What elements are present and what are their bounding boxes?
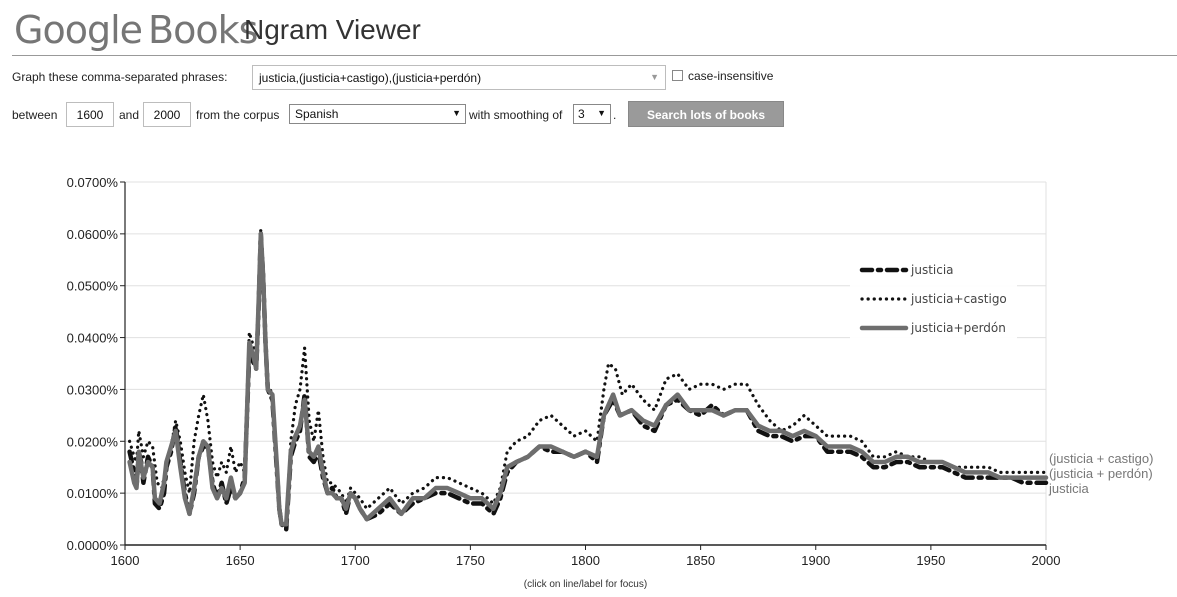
x-tick-label: 1800 bbox=[571, 553, 600, 568]
smoothing-select[interactable]: 3 ▼ bbox=[573, 104, 611, 124]
smoothing-label: with smoothing of bbox=[469, 108, 563, 122]
logo-google-text: Google bbox=[14, 8, 143, 52]
x-tick-label: 1700 bbox=[341, 553, 370, 568]
phrases-input[interactable]: justicia,(justicia+castigo),(justicia+pe… bbox=[252, 65, 666, 90]
search-button[interactable]: Search lots of books bbox=[628, 101, 784, 127]
google-books-logo[interactable]: Google Books bbox=[14, 8, 258, 52]
case-insensitive-checkbox[interactable] bbox=[672, 70, 683, 81]
between-label: between bbox=[12, 108, 58, 122]
corpus-select[interactable]: Spanish ▼ bbox=[289, 104, 466, 124]
series-end-label[interactable]: (justicia + castigo) bbox=[1049, 451, 1153, 466]
corpus-select-value: Spanish bbox=[295, 107, 339, 121]
header: Google Books Ngram Viewer bbox=[0, 0, 1177, 58]
corpus-label: from the corpus bbox=[196, 108, 280, 122]
legend-label[interactable]: justicia+perdón bbox=[910, 321, 1006, 335]
year-start-input[interactable]: 1600 bbox=[66, 102, 114, 127]
series-line-justicia-perd-n[interactable] bbox=[127, 231, 1049, 527]
smoothing-select-value: 3 bbox=[578, 107, 585, 121]
dropdown-arrow-icon: ▼ bbox=[452, 108, 461, 118]
x-tick-label: 1650 bbox=[226, 553, 255, 568]
and-label: and bbox=[119, 108, 140, 122]
dropdown-arrow-icon: ▼ bbox=[597, 108, 606, 118]
y-tick-label: 0.0500% bbox=[67, 279, 119, 294]
x-tick-label: 1750 bbox=[456, 553, 485, 568]
y-tick-label: 0.0200% bbox=[67, 434, 119, 449]
header-divider bbox=[12, 55, 1177, 56]
x-tick-label: 1900 bbox=[801, 553, 830, 568]
ngram-chart[interactable]: 0.0000% 0.0100% 0.0200% 0.0300% 0.0400% 0.050… bbox=[0, 160, 1177, 597]
series-end-label[interactable]: justicia bbox=[1048, 481, 1090, 496]
year-end-input[interactable]: 2000 bbox=[143, 102, 191, 127]
y-tick-label: 0.0100% bbox=[67, 486, 119, 501]
y-tick-label: 0.0700% bbox=[67, 175, 119, 190]
case-insensitive-label: case-insensitive bbox=[688, 69, 774, 83]
series-end-label[interactable]: (justicia + perdón) bbox=[1049, 466, 1153, 481]
phrases-label: Graph these comma-separated phrases: bbox=[12, 70, 228, 84]
x-tick-label: 1950 bbox=[916, 553, 945, 568]
app-title: Ngram Viewer bbox=[244, 14, 421, 45]
x-tick-label: 1850 bbox=[686, 553, 715, 568]
y-tick-label: 0.0300% bbox=[67, 382, 119, 397]
x-tick-label: 1600 bbox=[111, 553, 140, 568]
chart-focus-hint: (click on line/label for focus) bbox=[524, 579, 647, 590]
logo-books-text: Books bbox=[148, 8, 258, 52]
y-tick-label: 0.0000% bbox=[67, 538, 119, 553]
legend-label[interactable]: justicia bbox=[910, 263, 954, 277]
chevron-down-icon[interactable]: ▼ bbox=[650, 72, 659, 82]
phrases-input-value: justicia,(justicia+castigo),(justicia+pe… bbox=[259, 71, 482, 85]
y-tick-label: 0.0600% bbox=[67, 227, 119, 242]
y-tick-label: 0.0400% bbox=[67, 331, 119, 346]
x-tick-label: 2000 bbox=[1032, 553, 1061, 568]
legend-label[interactable]: justicia+castigo bbox=[910, 292, 1007, 306]
period-text: . bbox=[613, 108, 617, 122]
